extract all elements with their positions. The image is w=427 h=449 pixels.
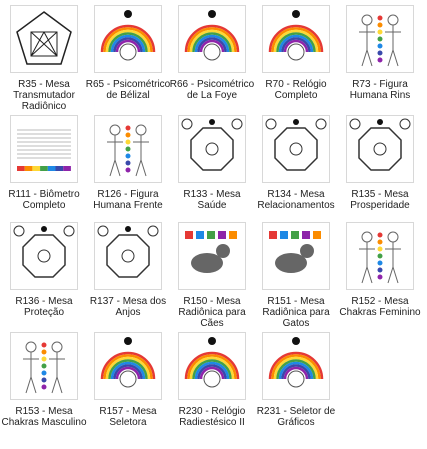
thumbnail[interactable] <box>346 5 414 73</box>
caption[interactable]: R135 - Mesa Prosperidade <box>350 189 410 211</box>
caption[interactable]: R230 - Relógio Radiestésico II <box>178 406 246 428</box>
thumbnail-art <box>268 337 324 388</box>
caption[interactable]: R137 - Mesa dos Anjos <box>89 296 167 318</box>
thumbnail-art <box>185 231 237 273</box>
caption[interactable]: R111 - Biômetro Completo <box>8 189 80 211</box>
caption[interactable]: R133 - Mesa Saúde <box>183 189 241 211</box>
caption[interactable]: R151 - Mesa Radiônica para Gatos <box>262 296 330 329</box>
caption[interactable]: R134 - Mesa Relacionamentos <box>257 189 335 211</box>
thumbnail[interactable] <box>178 222 246 290</box>
caption[interactable]: R152 - Mesa Chakras Feminino <box>339 296 421 318</box>
caption[interactable]: R150 - Mesa Radiônica para Cães <box>178 296 246 329</box>
thumbnail[interactable] <box>262 222 330 290</box>
thumbnail-art <box>268 10 324 61</box>
thumbnail-art <box>184 337 240 388</box>
thumbnail[interactable] <box>10 332 78 400</box>
thumbnail[interactable] <box>346 222 414 290</box>
thumbnail-art <box>265 118 327 171</box>
thumbnail-art <box>13 225 75 278</box>
thumbnail-art <box>100 337 156 388</box>
thumbnail[interactable] <box>94 332 162 400</box>
thumbnail[interactable] <box>178 5 246 73</box>
thumbnail-art <box>100 10 156 61</box>
thumbnail-art <box>23 341 65 394</box>
thumbnail-art <box>97 225 159 278</box>
thumbnail-art <box>359 14 401 67</box>
thumbnail[interactable] <box>262 332 330 400</box>
thumbnail-art <box>181 118 243 171</box>
thumbnail-art <box>269 231 321 273</box>
thumbnail[interactable] <box>10 5 78 73</box>
caption[interactable]: R126 - Figura Humana Frente <box>93 189 163 211</box>
thumbnail[interactable] <box>94 115 162 183</box>
thumbnail[interactable] <box>262 5 330 73</box>
thumbnail-art <box>349 118 411 171</box>
thumbnail[interactable] <box>94 5 162 73</box>
thumbnail[interactable] <box>346 115 414 183</box>
thumbnail[interactable] <box>10 222 78 290</box>
caption[interactable]: R231 - Seletor de Gráficos <box>256 406 336 428</box>
caption[interactable]: R70 - Relógio Completo <box>265 79 327 101</box>
caption[interactable]: R153 - Mesa Chakras Masculino <box>1 406 87 428</box>
thumbnail[interactable] <box>178 332 246 400</box>
thumbnail-art <box>107 124 149 177</box>
thumbnail[interactable] <box>10 115 78 183</box>
caption[interactable]: R66 - Psicométrico de La Foye <box>169 79 255 101</box>
caption[interactable]: R136 - Mesa Proteção <box>15 296 73 318</box>
thumbnail[interactable] <box>94 222 162 290</box>
thumbnail-art <box>359 231 401 284</box>
thumbnail-art <box>17 129 71 171</box>
thumbnail-art <box>184 10 240 61</box>
caption[interactable]: R35 - Mesa Transmutador Radiônico <box>13 79 75 112</box>
caption[interactable]: R157 - Mesa Seletora <box>99 406 157 428</box>
thumbnail[interactable] <box>262 115 330 183</box>
thumbnail[interactable] <box>178 115 246 183</box>
caption[interactable]: R65 - Psicométrico de Bélizal <box>85 79 171 101</box>
thumbnail-art <box>16 11 72 65</box>
caption[interactable]: R73 - Figura Humana Rins <box>349 79 411 101</box>
